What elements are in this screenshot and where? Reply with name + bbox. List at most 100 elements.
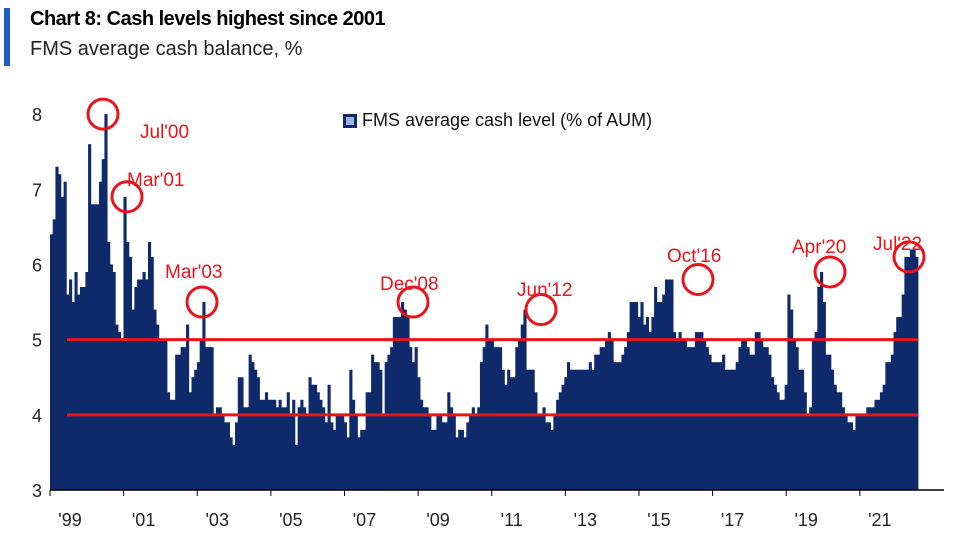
bar xyxy=(694,332,698,490)
bar xyxy=(417,377,421,490)
bar xyxy=(752,354,756,490)
bar xyxy=(700,332,704,490)
bar xyxy=(504,384,508,490)
bar xyxy=(335,414,339,490)
bar xyxy=(877,399,881,490)
legend: FMS average cash level (% of AUM) xyxy=(343,110,652,130)
bar xyxy=(357,437,361,490)
bar xyxy=(175,354,179,490)
bar xyxy=(654,287,658,490)
bar xyxy=(186,324,190,490)
bar xyxy=(316,392,320,490)
bar xyxy=(109,264,113,490)
bar xyxy=(904,256,908,490)
bar xyxy=(915,256,919,490)
bar xyxy=(390,347,394,490)
bar xyxy=(90,204,94,491)
bar xyxy=(447,392,451,490)
bar xyxy=(142,271,146,490)
bar xyxy=(169,399,173,490)
y-tick-label: 5 xyxy=(32,331,42,351)
bar xyxy=(852,429,856,490)
bar xyxy=(406,317,410,490)
bar xyxy=(890,354,894,490)
bar xyxy=(629,302,633,490)
bar xyxy=(847,422,851,490)
bar xyxy=(469,414,473,490)
bar xyxy=(286,392,290,490)
bar xyxy=(180,347,184,490)
y-tick-label: 6 xyxy=(32,255,42,275)
bar xyxy=(172,399,176,490)
bar xyxy=(580,369,584,490)
bar xyxy=(96,204,100,491)
bar xyxy=(732,369,737,490)
x-tick-label: '99 xyxy=(58,510,81,530)
bar xyxy=(131,309,135,490)
bar xyxy=(670,279,674,490)
bar xyxy=(515,347,519,490)
bar xyxy=(207,347,211,490)
bar xyxy=(708,354,712,490)
bar xyxy=(275,407,279,490)
bar xyxy=(311,384,315,490)
bar xyxy=(297,407,301,490)
y-tick-label: 8 xyxy=(32,105,42,125)
annotation-label: Oct'16 xyxy=(667,246,721,267)
bar xyxy=(520,324,524,490)
bar xyxy=(550,429,554,490)
bar xyxy=(156,324,160,490)
bar xyxy=(806,414,810,490)
bar xyxy=(420,399,424,490)
bar xyxy=(664,279,669,490)
bar xyxy=(449,407,454,490)
bar xyxy=(482,347,486,490)
bar xyxy=(85,271,89,490)
bar xyxy=(501,369,505,490)
bar xyxy=(509,377,513,490)
x-tick-label: '09 xyxy=(426,510,449,530)
bar xyxy=(781,399,786,490)
bar xyxy=(422,407,426,490)
bar xyxy=(648,332,652,490)
bar xyxy=(558,392,562,490)
bar xyxy=(637,317,641,490)
bar xyxy=(428,414,432,490)
bar xyxy=(866,407,870,490)
bar xyxy=(645,317,650,490)
bar xyxy=(632,302,636,490)
bar xyxy=(346,437,350,490)
bar xyxy=(479,362,484,490)
bar xyxy=(403,309,407,490)
bar xyxy=(564,377,568,490)
bar xyxy=(697,332,701,490)
bar xyxy=(202,302,206,490)
bar xyxy=(795,347,799,490)
bar xyxy=(441,422,445,490)
bar xyxy=(547,422,552,490)
bar xyxy=(150,256,154,490)
bar xyxy=(659,302,663,490)
bar xyxy=(433,429,437,490)
annotation-circle xyxy=(86,97,120,131)
bar xyxy=(196,362,201,490)
bar xyxy=(613,362,617,490)
bar xyxy=(373,362,377,490)
bar xyxy=(689,347,693,490)
bar xyxy=(594,354,598,490)
bar xyxy=(123,196,127,490)
bar xyxy=(830,369,835,490)
annotation-circle xyxy=(813,255,847,289)
bar xyxy=(825,354,829,490)
bar xyxy=(292,399,296,490)
bar xyxy=(118,332,122,490)
bar xyxy=(882,384,886,490)
annotation-circle xyxy=(396,285,430,319)
bar xyxy=(267,399,271,490)
bar xyxy=(183,347,187,490)
bar xyxy=(229,437,233,490)
x-tick-label: '03 xyxy=(206,510,229,530)
bar xyxy=(360,429,364,490)
bar xyxy=(591,369,595,490)
